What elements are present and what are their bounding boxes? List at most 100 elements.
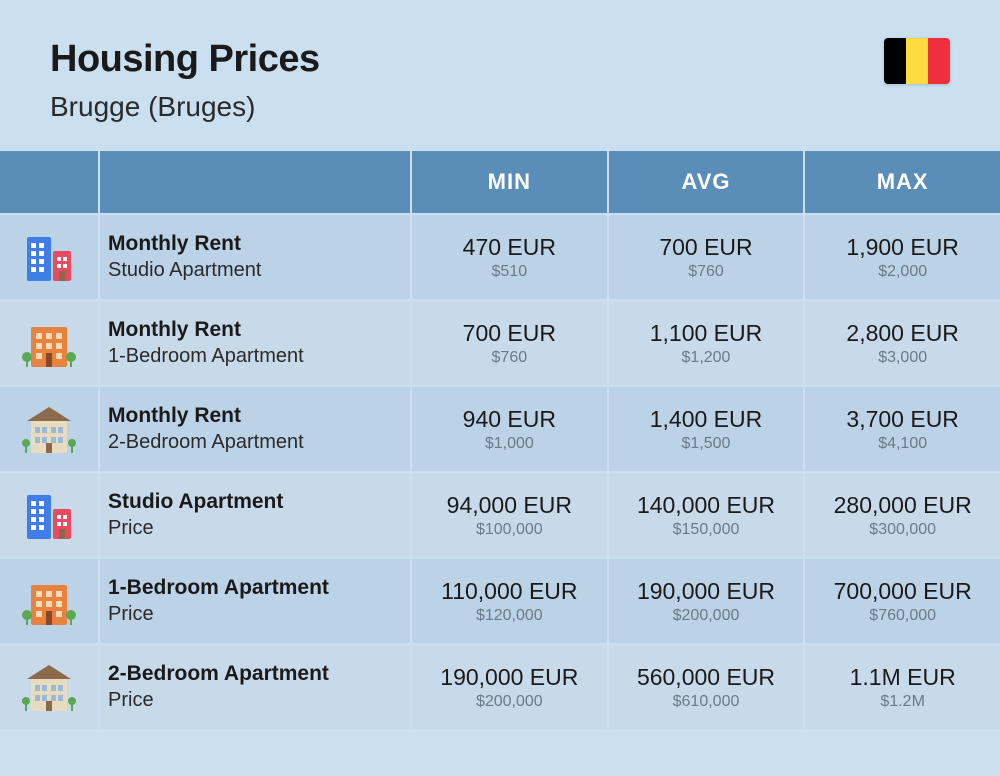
- avg-cell: 1,100 EUR $1,200: [609, 301, 804, 385]
- max-value-usd: $760,000: [869, 607, 936, 625]
- row-icon-cell: [0, 301, 98, 385]
- table-row: 2-Bedroom ApartmentPrice 190,000 EUR $200,…: [0, 645, 1000, 729]
- max-cell: 1,900 EUR $2,000: [805, 215, 1000, 299]
- table-row: Studio ApartmentPrice 94,000 EUR $100,000 1…: [0, 473, 1000, 557]
- min-value: 940 EUR: [463, 406, 556, 433]
- avg-cell: 1,400 EUR $1,500: [609, 387, 804, 471]
- row-label-sub: 2-Bedroom Apartment: [108, 430, 398, 455]
- table-row: Monthly RentStudio Apartment 470 EUR $510 7…: [0, 215, 1000, 299]
- apartment-building-icon: [21, 575, 77, 627]
- max-value: 2,800 EUR: [846, 320, 959, 347]
- avg-value: 1,400 EUR: [650, 406, 763, 433]
- column-header-max: MAX: [805, 151, 1000, 213]
- table-row: Monthly Rent1-Bedroom Apartment 700 EUR $7…: [0, 301, 1000, 385]
- studio-building-icon: [21, 231, 77, 283]
- row-label-sub: Studio Apartment: [108, 258, 398, 283]
- min-cell: 700 EUR $760: [412, 301, 607, 385]
- page-subtitle: Brugge (Bruges): [50, 91, 950, 123]
- min-cell: 470 EUR $510: [412, 215, 607, 299]
- max-value: 1,900 EUR: [846, 234, 959, 261]
- avg-value-usd: $610,000: [673, 693, 740, 711]
- row-icon-cell: [0, 387, 98, 471]
- min-cell: 110,000 EUR $120,000: [412, 559, 607, 643]
- row-label-sub: Price: [108, 516, 398, 541]
- row-icon-cell: [0, 215, 98, 299]
- row-label-cell: Studio ApartmentPrice: [100, 473, 410, 557]
- min-value: 110,000 EUR: [441, 578, 577, 605]
- apartment-building-icon: [21, 317, 77, 369]
- avg-value-usd: $200,000: [673, 607, 740, 625]
- row-label-cell: Monthly Rent2-Bedroom Apartment: [100, 387, 410, 471]
- row-label-sub: Price: [108, 688, 398, 713]
- min-cell: 940 EUR $1,000: [412, 387, 607, 471]
- min-value: 190,000 EUR: [440, 664, 578, 691]
- min-value-usd: $200,000: [476, 693, 543, 711]
- flag-stripe: [906, 38, 928, 84]
- column-header-avg: AVG: [609, 151, 804, 213]
- house-building-icon: [21, 403, 77, 455]
- table-row: 1-Bedroom ApartmentPrice 110,000 EUR $120,…: [0, 559, 1000, 643]
- table-header-row: MIN AVG MAX: [0, 151, 1000, 213]
- row-label-title: Monthly Rent: [108, 403, 398, 429]
- avg-value-usd: $1,500: [682, 435, 731, 453]
- max-cell: 3,700 EUR $4,100: [805, 387, 1000, 471]
- avg-value: 140,000 EUR: [637, 492, 775, 519]
- max-value: 1.1M EUR: [850, 664, 956, 691]
- row-label-title: Monthly Rent: [108, 231, 398, 257]
- row-icon-cell: [0, 645, 98, 729]
- row-label-title: Studio Apartment: [108, 489, 398, 515]
- row-icon-cell: [0, 473, 98, 557]
- row-label-sub: Price: [108, 602, 398, 627]
- avg-value: 1,100 EUR: [650, 320, 763, 347]
- avg-cell: 190,000 EUR $200,000: [609, 559, 804, 643]
- avg-cell: 700 EUR $760: [609, 215, 804, 299]
- avg-value: 190,000 EUR: [637, 578, 775, 605]
- min-value: 700 EUR: [463, 320, 556, 347]
- avg-value: 700 EUR: [659, 234, 752, 261]
- min-cell: 94,000 EUR $100,000: [412, 473, 607, 557]
- min-value-usd: $100,000: [476, 521, 543, 539]
- pricing-table: MIN AVG MAX Monthly RentStudio Apartment…: [0, 151, 1000, 729]
- row-icon-cell: [0, 559, 98, 643]
- column-header-min: MIN: [412, 151, 607, 213]
- max-value: 700,000 EUR: [834, 578, 972, 605]
- row-label-cell: Monthly Rent1-Bedroom Apartment: [100, 301, 410, 385]
- min-value: 94,000 EUR: [447, 492, 572, 519]
- row-label-title: 1-Bedroom Apartment: [108, 575, 398, 601]
- column-header-blank: [0, 151, 98, 213]
- max-value-usd: $4,100: [878, 435, 927, 453]
- max-value-usd: $3,000: [878, 349, 927, 367]
- avg-value-usd: $1,200: [682, 349, 731, 367]
- row-label-title: 2-Bedroom Apartment: [108, 661, 398, 687]
- studio-building-icon: [21, 489, 77, 541]
- page-header: Housing Prices Brugge (Bruges): [0, 0, 1000, 151]
- max-cell: 2,800 EUR $3,000: [805, 301, 1000, 385]
- page-title: Housing Prices: [50, 38, 950, 81]
- table-row: Monthly Rent2-Bedroom Apartment 940 EUR $1…: [0, 387, 1000, 471]
- max-cell: 280,000 EUR$300,000: [805, 473, 1000, 557]
- max-value-usd: $2,000: [878, 263, 927, 281]
- avg-cell: 140,000 EUR $150,000: [609, 473, 804, 557]
- house-building-icon: [21, 661, 77, 713]
- max-value-usd: $300,000: [869, 521, 936, 539]
- row-label-cell: Monthly RentStudio Apartment: [100, 215, 410, 299]
- min-value-usd: $510: [492, 263, 528, 281]
- avg-cell: 560,000 EUR $610,000: [609, 645, 804, 729]
- avg-value-usd: $150,000: [673, 521, 740, 539]
- min-value-usd: $760: [492, 349, 528, 367]
- max-cell: 1.1M EUR $1.2M: [805, 645, 1000, 729]
- min-value-usd: $1,000: [485, 435, 534, 453]
- min-value-usd: $120,000: [476, 607, 543, 625]
- belgium-flag-icon: [884, 38, 950, 84]
- max-value: 3,700 EUR: [846, 406, 959, 433]
- row-label-title: Monthly Rent: [108, 317, 398, 343]
- min-cell: 190,000 EUR $200,000: [412, 645, 607, 729]
- row-label-sub: 1-Bedroom Apartment: [108, 344, 398, 369]
- flag-stripe: [928, 38, 950, 84]
- avg-value: 560,000 EUR: [637, 664, 775, 691]
- column-header-blank: [100, 151, 410, 213]
- avg-value-usd: $760: [688, 263, 724, 281]
- min-value: 470 EUR: [463, 234, 556, 261]
- max-value-usd: $1.2M: [880, 693, 924, 711]
- row-label-cell: 2-Bedroom ApartmentPrice: [100, 645, 410, 729]
